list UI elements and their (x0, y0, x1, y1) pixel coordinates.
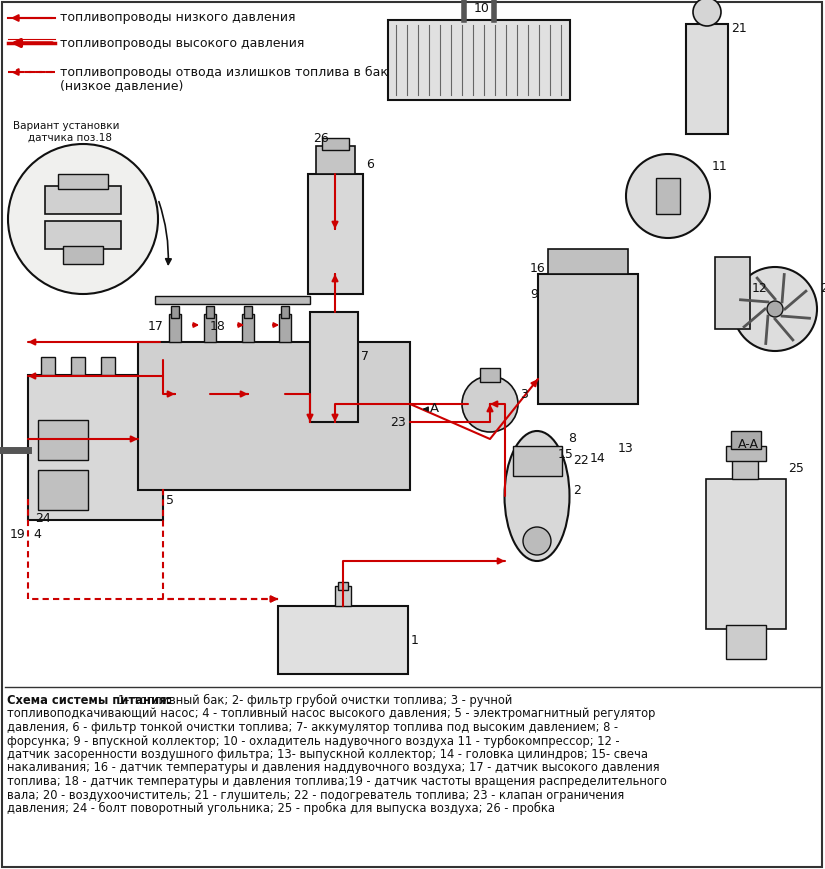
Text: датчик засоренности воздушного фильтра; 13- выпускной коллектор; 14 - головка ци: датчик засоренности воздушного фильтра; … (7, 748, 648, 761)
Bar (281, 306, 289, 318)
Circle shape (8, 144, 158, 294)
Bar (726, 625, 766, 659)
Text: 2: 2 (573, 485, 581, 497)
Text: форсунка; 9 - впускной коллектор; 10 - охладитель надувочного воздуха 11 - турбо: форсунка; 9 - впускной коллектор; 10 - о… (7, 734, 620, 747)
Bar (322, 138, 349, 150)
Text: топливопроводы высокого давления: топливопроводы высокого давления (60, 36, 304, 50)
Bar (279, 314, 291, 342)
Bar (656, 178, 680, 214)
Bar (308, 174, 363, 294)
Text: 3: 3 (520, 388, 528, 401)
Bar (244, 306, 252, 318)
Circle shape (693, 0, 721, 26)
Text: 5: 5 (166, 494, 174, 507)
Text: накаливания; 16 - датчик температуры и давления наддувочного воздуха; 17 - датчи: накаливания; 16 - датчик температуры и д… (7, 761, 660, 774)
Circle shape (462, 376, 518, 432)
Text: 19: 19 (10, 527, 26, 541)
Bar (310, 312, 358, 422)
Text: 11: 11 (712, 160, 728, 173)
Text: давления; 24 - болт поворотный угольника; 25 - пробка для выпуска воздуха; 26 - : давления; 24 - болт поворотный угольника… (7, 802, 555, 815)
Ellipse shape (505, 431, 569, 561)
Circle shape (626, 154, 710, 238)
Text: 15: 15 (558, 448, 574, 461)
Text: 6: 6 (366, 157, 374, 170)
Text: 10: 10 (474, 2, 490, 15)
Bar (204, 314, 216, 342)
Bar (715, 257, 750, 329)
Text: Схема системы питания:: Схема системы питания: (7, 694, 172, 707)
Bar (338, 582, 348, 590)
Bar (101, 357, 115, 375)
Bar (686, 24, 728, 134)
Text: топливоподкачивающий насос; 4 - топливный насос высокого давления; 5 - электрома: топливоподкачивающий насос; 4 - топливны… (7, 707, 655, 720)
Circle shape (523, 527, 551, 555)
Bar (38, 420, 88, 460)
Text: 4: 4 (33, 527, 41, 541)
Bar (538, 274, 638, 404)
Bar (171, 306, 179, 318)
Bar (206, 306, 214, 318)
Text: (низкое давление): (низкое давление) (60, 79, 183, 92)
Bar (41, 357, 55, 375)
Bar (388, 20, 570, 100)
Text: A: A (430, 402, 439, 415)
Text: топливопроводы низкого давления: топливопроводы низкого давления (60, 11, 295, 24)
Text: 22: 22 (573, 454, 589, 468)
Bar (63, 246, 103, 264)
Text: 17: 17 (148, 321, 164, 334)
Text: 24: 24 (35, 513, 51, 526)
Text: 8: 8 (568, 433, 576, 446)
Text: топлива; 18 - датчик температуры и давления топлива;19 - датчик частоты вращения: топлива; 18 - датчик температуры и давле… (7, 775, 667, 788)
Text: 25: 25 (788, 462, 804, 475)
Text: 23: 23 (390, 415, 406, 428)
Text: A-A: A-A (738, 437, 759, 450)
Text: 7: 7 (361, 350, 369, 363)
Text: давления, 6 - фильтр тонкой очистки топлива; 7- аккумулятор топлива под высоким : давления, 6 - фильтр тонкой очистки топл… (7, 721, 618, 734)
Bar (726, 446, 766, 461)
Bar (706, 479, 786, 629)
Bar (45, 221, 121, 249)
Text: 16: 16 (530, 262, 546, 275)
Bar (155, 296, 310, 304)
Bar (731, 431, 761, 449)
Text: 1: 1 (411, 634, 419, 647)
Bar (278, 606, 408, 674)
Bar (732, 457, 758, 479)
Text: 9: 9 (530, 288, 538, 301)
Text: 21: 21 (731, 23, 747, 36)
Text: 20: 20 (820, 282, 825, 295)
Bar (45, 186, 121, 214)
Circle shape (733, 267, 817, 351)
Bar (58, 174, 108, 189)
Text: вала; 20 - воздухоочиститель; 21 - глушитель; 22 - подогреватель топлива; 23 - к: вала; 20 - воздухоочиститель; 21 - глуши… (7, 788, 625, 801)
Bar (28, 375, 163, 520)
Text: датчика поз.18: датчика поз.18 (28, 133, 112, 143)
Text: 13: 13 (618, 442, 634, 455)
Bar (480, 368, 500, 382)
Bar (548, 249, 628, 274)
Text: 14: 14 (590, 453, 606, 466)
Bar (138, 342, 410, 490)
Bar (335, 586, 351, 606)
Bar (169, 314, 181, 342)
Bar (316, 146, 355, 174)
Bar (71, 357, 85, 375)
Text: Вариант установки: Вариант установки (13, 121, 120, 131)
Text: 18: 18 (210, 321, 226, 334)
Text: 26: 26 (313, 132, 328, 145)
Bar (513, 446, 562, 476)
Text: 1- топливный бак; 2- фильтр грубой очистки топлива; 3 - ручной: 1- топливный бак; 2- фильтр грубой очист… (118, 694, 512, 707)
Bar (38, 470, 88, 510)
Circle shape (767, 301, 783, 317)
Text: топливопроводы отвода излишков топлива в бак: топливопроводы отвода излишков топлива в… (60, 65, 388, 78)
Bar (242, 314, 254, 342)
Text: 12: 12 (752, 282, 768, 295)
